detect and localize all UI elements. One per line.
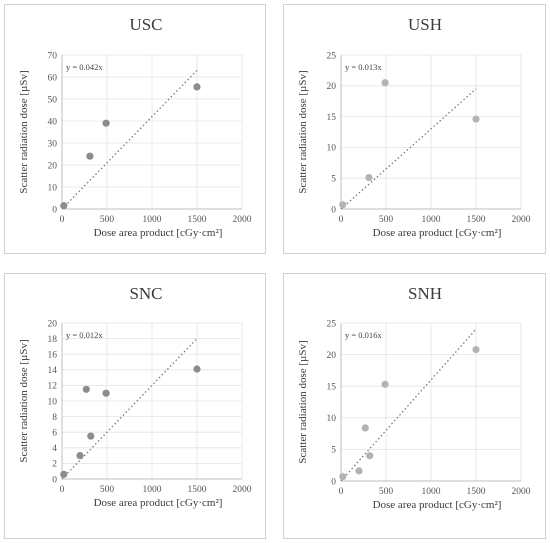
data-point [381,380,389,388]
scatter-chart: SNH 0 5 10 15 20 25 0 500 1000 1500 2000 Dose area p… [297,284,531,511]
y-axis-label: Scatter radiation dose [µSv] [18,339,30,462]
y-tick-label: 10 [48,183,58,193]
data-point [339,472,347,481]
data-point [472,345,480,354]
y-tick-label: 4 [52,444,57,454]
data-point [82,385,90,393]
y-tick-label: 6 [52,429,57,439]
x-tick-label: 500 [100,215,115,225]
y-tick-label: 20 [48,161,58,171]
y-tick-label: 14 [48,366,58,376]
y-tick-label: 12 [48,382,58,392]
x-tick-label: 1000 [143,485,162,495]
scatter-chart: USC 0 10 20 30 40 50 60 70 0 500 1000 1500 2000 Dose a… [18,15,252,239]
x-tick-label: 2000 [512,215,531,225]
x-tick-label: 1000 [143,215,162,225]
y-tick-label: 10 [327,144,337,154]
x-tick-label: 0 [60,215,65,225]
y-tick-label: 20 [327,351,337,361]
trendline-equation: y = 0.012x [66,330,103,340]
x-tick-label: 0 [339,215,344,225]
y-tick-label: 25 [327,319,337,329]
data-point [86,152,94,160]
data-point [193,83,201,91]
y-tick-label: 50 [48,95,58,105]
y-tick-label: 60 [48,73,58,83]
trendline [61,69,198,210]
data-point [102,389,110,397]
y-axis-label: Scatter radiation dose [µSv] [297,70,309,193]
data-point [361,424,369,432]
chart-title: SNC [129,284,162,303]
x-axis-label: Dose area product [cGy·cm²] [94,227,223,239]
chart-title: USC [129,15,162,34]
y-tick-label: 0 [331,477,336,487]
scatter-chart: USH 0 5 10 15 20 25 0 500 1000 1500 2000 Dose area p… [297,15,531,239]
y-tick-label: 15 [327,113,337,123]
y-tick-label: 30 [48,139,58,149]
x-tick-label: 1500 [467,215,486,225]
data-point [355,467,363,475]
trendline-equation: y = 0.013x [345,62,382,72]
x-axis-label: Dose area product [cGy·cm²] [373,499,502,511]
data-point [60,202,68,210]
x-tick-label: 1500 [467,487,486,497]
y-axis-label: Scatter radiation dose [µSv] [18,70,30,193]
trendline-equation: y = 0.042x [66,62,103,72]
data-point [193,365,201,373]
y-tick-label: 2 [52,460,57,470]
x-tick-label: 500 [379,215,394,225]
y-axis-label: Scatter radiation dose [µSv] [297,340,309,463]
y-tick-label: 20 [327,82,337,92]
chart-panel-snh: SNH 0 5 10 15 20 25 0 500 1000 1500 2000 Dose area p… [283,273,546,539]
y-tick-label: 0 [52,205,57,215]
y-tick-label: 8 [52,413,57,423]
data-point [60,470,68,478]
y-tick-label: 5 [331,446,336,456]
data-point [76,452,84,460]
data-point [87,432,95,440]
data-point [365,173,373,182]
x-axis-label: Dose area product [cGy·cm²] [94,497,223,509]
chart-title: SNH [408,284,442,303]
y-tick-label: 70 [48,51,58,61]
y-tick-label: 18 [48,335,58,345]
trendline-equation: y = 0.016x [345,330,382,340]
y-tick-label: 0 [52,475,57,485]
data-point [102,119,110,127]
y-tick-label: 15 [327,383,337,393]
data-point [366,452,374,460]
y-tick-label: 20 [48,319,58,329]
x-tick-label: 1000 [422,215,441,225]
trendline [340,328,477,482]
data-point [472,115,480,123]
trendline [340,88,477,210]
x-tick-label: 0 [339,487,344,497]
y-tick-label: 25 [327,51,337,61]
x-tick-label: 1500 [188,485,207,495]
chart-panel-usc: USC 0 10 20 30 40 50 60 70 0 500 1000 1500 2000 Dose a… [4,4,266,254]
x-tick-label: 2000 [233,485,252,495]
chart-title: USH [408,15,442,34]
data-point [339,201,347,209]
y-tick-label: 0 [331,205,336,215]
x-tick-label: 2000 [233,215,252,225]
chart-panel-snc: SNC 0 2 4 6 8 10 12 14 16 18 20 0 500 1000 1500 2000 Dose… [4,273,266,539]
trendline [61,338,198,480]
y-tick-label: 10 [48,397,58,407]
y-tick-label: 10 [327,414,337,424]
scatter-chart: SNC 0 2 4 6 8 10 12 14 16 18 20 0 500 1000 1500 2000 Dose… [18,284,252,509]
x-tick-label: 2000 [512,487,531,497]
x-axis-label: Dose area product [cGy·cm²] [373,227,502,239]
x-tick-label: 500 [379,487,394,497]
data-point [381,79,389,87]
y-tick-label: 5 [331,175,336,185]
x-tick-label: 500 [100,485,115,495]
x-tick-label: 1500 [188,215,207,225]
chart-panel-ush: USH 0 5 10 15 20 25 0 500 1000 1500 2000 Dose area p… [283,4,546,254]
x-tick-label: 0 [60,485,65,495]
y-tick-label: 40 [48,117,58,127]
y-tick-label: 16 [48,351,58,361]
x-tick-label: 1000 [422,487,441,497]
